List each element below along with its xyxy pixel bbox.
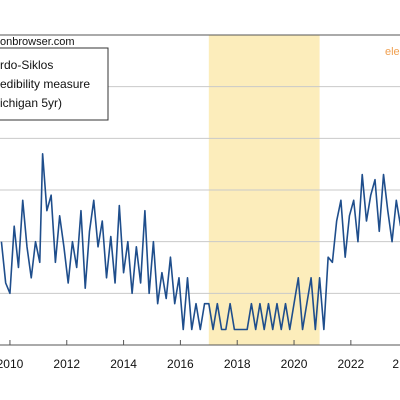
watermark: ele [385, 46, 400, 58]
x-tick-label: 2020 [281, 357, 308, 371]
x-tick-label: 2016 [167, 357, 194, 371]
x-tick-label: 2022 [338, 357, 365, 371]
x-tick-label: 2012 [53, 357, 80, 371]
legend-text: rdo-Siklos [0, 58, 53, 72]
source: onbrowser.com [0, 36, 75, 48]
series-line [0, 153, 400, 331]
x-tick-label: 2010 [0, 357, 24, 371]
x-tick-label: 2014 [110, 357, 137, 371]
legend-text: edibility measure [0, 77, 90, 91]
legend-text: ichigan 5yr) [0, 96, 62, 110]
legend-box [0, 47, 109, 121]
x-tick-label: 2018 [224, 357, 251, 371]
x-tick-label: 2 [392, 357, 399, 371]
